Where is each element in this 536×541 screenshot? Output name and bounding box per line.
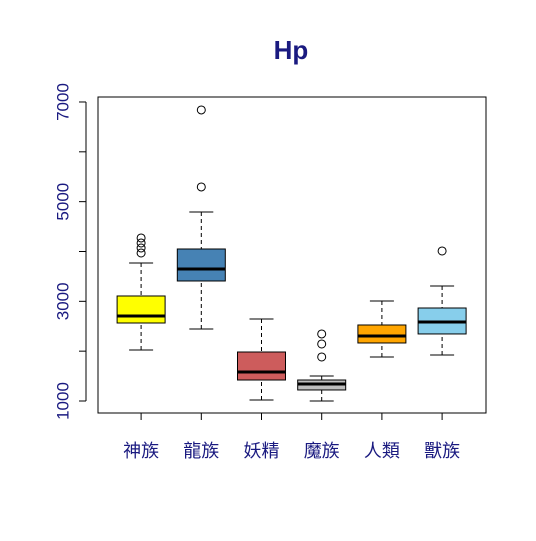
outlier (317, 352, 327, 362)
x-tick-label: 龍族 (183, 441, 219, 461)
x-tick-label: 人類 (364, 441, 400, 461)
x-tick-label: 魔族 (304, 441, 340, 461)
y-tick-label: 7000 (53, 83, 72, 121)
x-tick-label: 神族 (123, 441, 159, 461)
x-tick-label: 妖精 (244, 441, 280, 461)
plot-frame (97, 96, 487, 414)
outlier (136, 248, 146, 258)
x-tick-label: 獸族 (424, 441, 460, 461)
outlier (136, 238, 146, 248)
outlier (136, 243, 146, 253)
box (116, 295, 166, 324)
outlier (196, 182, 206, 192)
outlier (136, 233, 146, 243)
box (357, 324, 407, 344)
y-tick-label: 5000 (53, 183, 72, 221)
outlier (317, 329, 327, 339)
outlier (437, 246, 447, 256)
y-tick-label: 3000 (53, 282, 72, 320)
box (237, 351, 286, 381)
outlier (196, 105, 206, 115)
chart-title: Hp (274, 35, 309, 65)
y-tick-label: 1000 (53, 382, 72, 420)
box (176, 248, 226, 282)
outlier (317, 339, 327, 349)
